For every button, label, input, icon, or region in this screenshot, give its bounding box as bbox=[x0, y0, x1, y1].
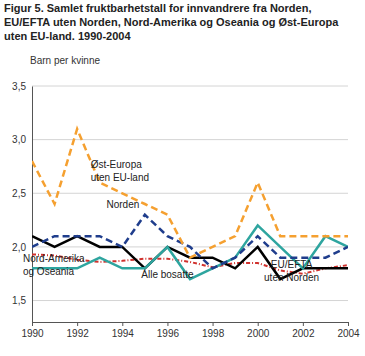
x-tick-mark bbox=[77, 322, 78, 326]
y-tick-label: 1,5 bbox=[12, 295, 26, 306]
x-tick: 1994 bbox=[112, 322, 135, 339]
x-tick-label: 1990 bbox=[21, 328, 44, 339]
series-label: Alle bosatte bbox=[141, 269, 194, 280]
x-tick-mark bbox=[167, 322, 168, 326]
x-tick-mark bbox=[303, 322, 304, 326]
grid-line bbox=[32, 193, 348, 194]
x-tick-mark bbox=[32, 322, 33, 326]
x-tick: 2000 bbox=[247, 322, 270, 339]
y-tick-label: 2,5 bbox=[12, 188, 26, 199]
x-tick-label: 1996 bbox=[157, 328, 180, 339]
grid-line bbox=[32, 139, 348, 140]
series-label: EU/EFTAuten Norden bbox=[264, 259, 319, 283]
y-tick: 2,5 bbox=[12, 188, 32, 199]
x-tick-label: 2004 bbox=[337, 328, 360, 339]
y-tick: 1,5 bbox=[12, 295, 32, 306]
grid bbox=[32, 86, 348, 301]
x-tick: 1998 bbox=[202, 322, 225, 339]
grid-line bbox=[32, 86, 348, 87]
y-tick: 3,5 bbox=[12, 81, 32, 92]
x-tick-mark bbox=[122, 322, 123, 326]
grid-line bbox=[32, 300, 348, 301]
x-tick-label: 1998 bbox=[202, 328, 225, 339]
x-tick-label: 2002 bbox=[292, 328, 315, 339]
x-tick: 2004 bbox=[337, 322, 360, 339]
y-tick: 3,0 bbox=[12, 134, 32, 145]
x-tick-label: 2000 bbox=[247, 328, 270, 339]
y-tick-label: 3,0 bbox=[12, 134, 26, 145]
x-tick-label: 1994 bbox=[112, 328, 135, 339]
series-label: Nord-Amerikaog Oseania bbox=[23, 253, 85, 277]
title: Figur 5. Samlet fruktbarhetstall for inn… bbox=[4, 2, 339, 42]
series-labels: Øst-Europauten EU-land Norden Nord-Amerika… bbox=[23, 159, 319, 284]
x-tick: 1992 bbox=[67, 322, 90, 339]
chart: Figur 5. Samlet fruktbarhetstall for inn… bbox=[0, 0, 365, 356]
series-label: Øst-Europauten EU-land bbox=[91, 159, 149, 183]
y-axis: 1,5 2,0 2,5 3,0 3,5 bbox=[12, 81, 32, 323]
series-line bbox=[32, 129, 348, 258]
y-axis-line bbox=[32, 87, 33, 323]
x-tick: 1996 bbox=[157, 322, 180, 339]
x-axis: 1990 1992 1994 1996 1998 2000 2002 2004 bbox=[21, 322, 360, 339]
x-axis-line bbox=[33, 323, 349, 327]
y-tick: 2,0 bbox=[12, 242, 32, 253]
x-tick: 2002 bbox=[292, 322, 315, 339]
y-tick-label: 3,5 bbox=[12, 81, 26, 92]
x-tick-mark bbox=[348, 322, 349, 326]
x-tick-mark bbox=[258, 322, 259, 326]
x-tick-mark bbox=[213, 322, 214, 326]
y-tick-label: 2,0 bbox=[12, 242, 26, 253]
x-tick: 1990 bbox=[21, 322, 44, 339]
y-axis-title: Barn per kvinne bbox=[30, 55, 100, 66]
x-tick-label: 1992 bbox=[67, 328, 90, 339]
series-label: Norden bbox=[106, 199, 139, 210]
